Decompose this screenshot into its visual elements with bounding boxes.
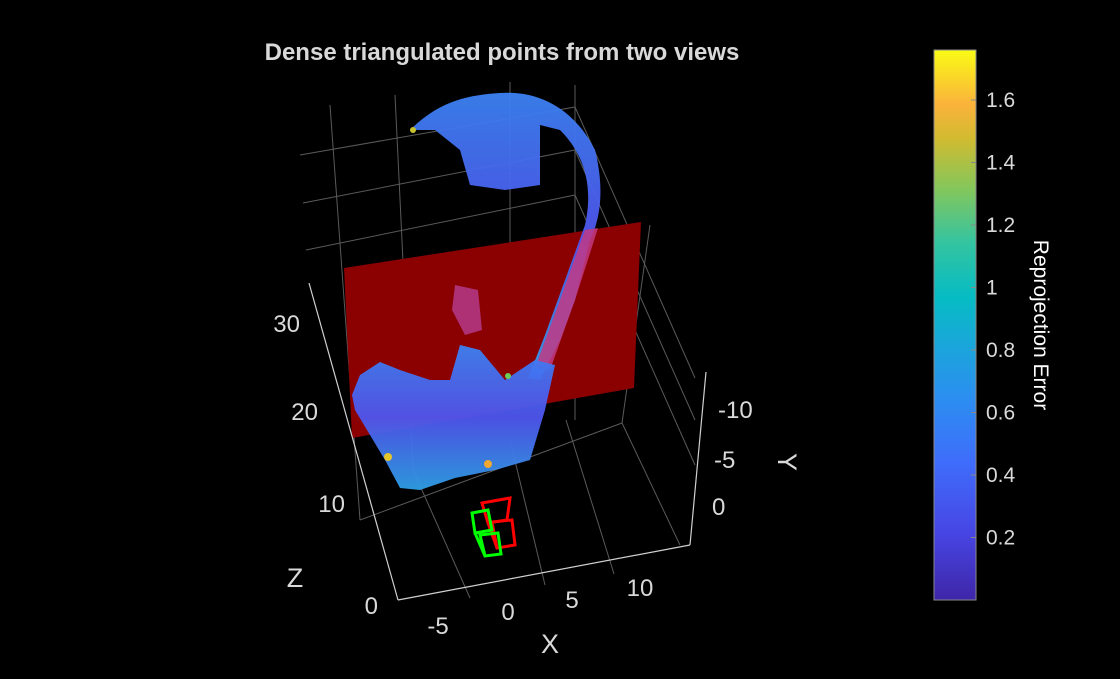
x-ticks: -5 0 5 10 [427, 575, 653, 640]
x-axis-label: X [541, 629, 559, 659]
x-tick-label: 10 [627, 575, 654, 602]
z-axis-label: Z [287, 563, 304, 593]
point-cloud-lower-mass [352, 345, 555, 490]
z-ticks: 30 20 10 0 [273, 311, 378, 620]
point-cloud-inner-patch [452, 285, 482, 335]
chart-title: Dense triangulated points from two views [265, 39, 740, 66]
point-cloud [352, 92, 601, 490]
x-tick-label: 5 [565, 587, 578, 614]
colorbar-tick-label: 1.4 [986, 152, 1016, 175]
z-tick-label: 10 [318, 491, 345, 518]
colorbar-tick-label: 0.8 [986, 339, 1015, 362]
y-tick-label: 0 [712, 494, 725, 521]
z-tick-label: 20 [291, 399, 318, 426]
point-cloud-upper-arc [410, 92, 601, 380]
colorbar: 0.2 0.4 0.6 0.8 1 1.2 1.4 1.6 Reprojection Erro… [933, 49, 1052, 601]
y-axis-label: Y [772, 453, 802, 471]
y-tick-label: -10 [718, 397, 753, 424]
point-cloud-red-tinted-column [535, 228, 598, 370]
axes [308, 282, 707, 601]
y-ticks: -10 -5 0 [712, 397, 753, 521]
colorbar-tick-label: 1 [986, 277, 998, 300]
camera-red [480, 496, 517, 550]
camera-green [470, 508, 503, 558]
point-cloud-outlier [484, 460, 492, 468]
colorbar-tick-label: 1.2 [986, 214, 1015, 237]
point-cloud-outlier [384, 453, 392, 461]
colorbar-tick-label: 1.6 [986, 89, 1015, 112]
colorbar-gradient [933, 49, 977, 601]
z-tick-label: 0 [365, 593, 378, 620]
x-tick-label: -5 [427, 613, 448, 640]
z-tick-label: 30 [273, 311, 300, 338]
colorbar-label: Reprojection Error [1029, 240, 1052, 410]
point-cloud-outlier [505, 373, 511, 379]
colorbar-tick-label: 0.6 [986, 402, 1015, 425]
colorbar-tick-label: 0.2 [986, 527, 1015, 550]
point-cloud-outlier [410, 127, 416, 133]
colorbar-tick-label: 0.4 [986, 464, 1016, 487]
y-tick-label: -5 [714, 447, 735, 474]
x-tick-label: 0 [501, 599, 514, 626]
